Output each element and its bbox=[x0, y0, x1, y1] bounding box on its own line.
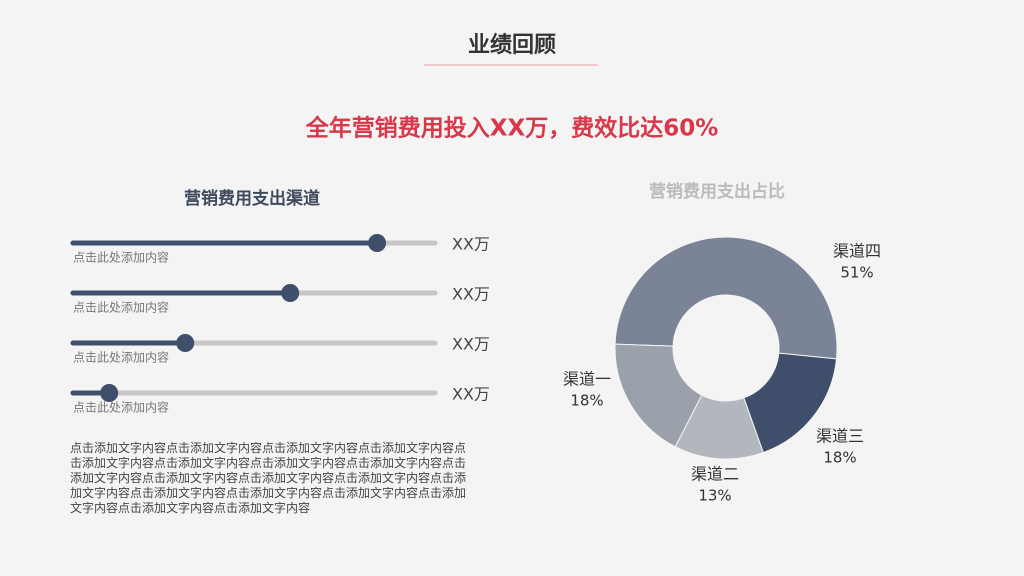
headline: 全年营销费用投入XX万，费效比达60% bbox=[305, 115, 719, 142]
slice-name: 渠道三 bbox=[816, 427, 864, 446]
donut-slice bbox=[743, 352, 838, 454]
bar-knob bbox=[176, 334, 195, 352]
bar-caption: 点击此处添加内容 bbox=[73, 250, 169, 265]
slice-value: 51% bbox=[840, 264, 873, 282]
section-title: 营销费用支出渠道 bbox=[184, 188, 320, 209]
slice-value: 18% bbox=[570, 392, 603, 410]
bar-caption: 点击此处添加内容 bbox=[73, 300, 169, 315]
slice-name: 渠道四 bbox=[833, 242, 881, 261]
donut-slice bbox=[614, 343, 703, 448]
slice-value: 18% bbox=[823, 449, 856, 467]
bar-label: XX万 bbox=[452, 235, 490, 254]
bar-label: XX万 bbox=[452, 385, 490, 404]
slice-value: 13% bbox=[698, 487, 731, 505]
bar-knob bbox=[368, 234, 387, 252]
slice-name: 渠道一 bbox=[563, 370, 611, 389]
chart-title: 营销费用支出占比 bbox=[649, 181, 785, 202]
slice-name: 渠道二 bbox=[691, 465, 739, 484]
bar-caption: 点击此处添加内容 bbox=[73, 350, 169, 365]
bar-label: XX万 bbox=[452, 285, 490, 304]
bar-caption: 点击此处添加内容 bbox=[73, 400, 169, 415]
paragraph: 点击添加文字内容点击添加文字内容点击添加文字内容点击添加文字内容点击添加文字内容… bbox=[70, 441, 467, 515]
donut-slice bbox=[614, 236, 838, 360]
slide-title: 业绩回顾 bbox=[468, 32, 556, 58]
bar-knob bbox=[281, 284, 300, 302]
bar-knob bbox=[100, 384, 119, 402]
bar-label: XX万 bbox=[452, 335, 490, 354]
